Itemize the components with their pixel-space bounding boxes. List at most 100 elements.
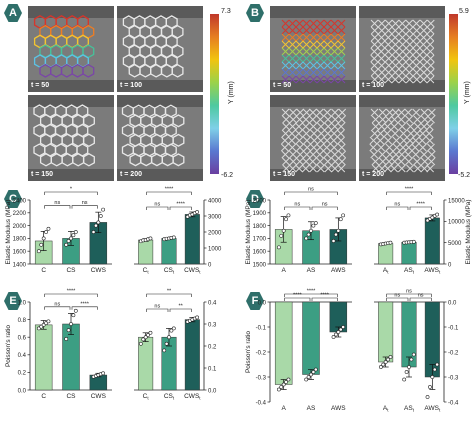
data-point [386, 357, 390, 362]
significance-bracket [146, 308, 169, 312]
lattice-cell [384, 26, 393, 35]
lattice-cell [309, 122, 318, 131]
colorbar-b-title: Y (mm) [464, 81, 471, 104]
lattice-cell [384, 54, 393, 63]
lattice-cell [281, 108, 290, 117]
lattice-cell [377, 47, 386, 56]
lattice-cell [330, 129, 338, 138]
y-tick-label: -0.4 [256, 400, 267, 406]
lattice-cell [398, 75, 407, 84]
photo-a-1: t = 50 [28, 6, 114, 92]
bar [378, 243, 394, 265]
y-tick-label: -0.1 [256, 325, 267, 331]
lattice-cell [337, 164, 346, 173]
data-point [162, 237, 167, 242]
lattice-cell [281, 54, 290, 63]
bar [161, 238, 177, 265]
lattice-cell [310, 129, 318, 138]
significance-bracket [146, 191, 192, 195]
lattice-cell [370, 75, 379, 84]
significance-label: **** [80, 301, 89, 307]
colorbar-a-max: 7.3 [221, 8, 231, 15]
data-point [409, 357, 414, 362]
lattice-cell [281, 61, 290, 70]
lattice-cell [369, 143, 378, 152]
lattice-cell [405, 54, 414, 63]
significance-label: ns [394, 202, 400, 208]
significance-label: **** [293, 293, 302, 299]
lattice-cell [309, 75, 318, 84]
lattice-cell [288, 164, 297, 173]
lattice-cell [398, 26, 407, 35]
category-subscript: t [199, 396, 201, 401]
y-tick-label: -0.3 [448, 375, 459, 381]
data-point [381, 242, 386, 246]
lattice-cell [406, 129, 415, 138]
significance-label: ns [154, 202, 160, 208]
lattice-cell [384, 61, 393, 70]
significance-label: ** [167, 289, 172, 295]
hex-cell [82, 153, 95, 167]
y-tick-label: -0.2 [256, 350, 267, 356]
lattice-cell [384, 40, 393, 49]
significance-bracket [386, 293, 432, 297]
y-axis-label: Elastic Modulus (MPa) [5, 199, 12, 264]
lattice-cell [282, 115, 290, 124]
lattice-cell [323, 61, 332, 70]
photo-background [117, 6, 203, 92]
data-point [411, 352, 416, 357]
hex-cell [171, 24, 184, 39]
photo-a-3: t = 150 [28, 95, 114, 181]
lattice-cell [288, 54, 297, 63]
data-point [404, 240, 409, 245]
data-point [341, 325, 346, 329]
photo-a-4: t = 200 [117, 95, 203, 181]
lattice-cell [398, 122, 406, 131]
lattice-cell [398, 33, 407, 42]
data-point [96, 220, 101, 225]
lattice-cell [391, 75, 400, 84]
panel-label-e: E [4, 292, 22, 310]
lattice-cell [383, 122, 392, 131]
category-label: Ct [143, 267, 150, 275]
lattice-cell [412, 40, 421, 49]
significance-label: ns [406, 289, 412, 295]
category-subscript: t [439, 408, 441, 413]
lattice-cell [426, 164, 434, 173]
lattice-cell [384, 115, 393, 124]
chart-d-right: 0 5000 10000 15000 Elastic Modulus (MPa) At AS… [374, 187, 472, 275]
lattice-cell [316, 75, 325, 84]
lattice-cell [426, 68, 435, 77]
y-tick-label: 1800 [13, 237, 27, 243]
significance-bracket [146, 293, 192, 297]
bar [274, 229, 293, 265]
y-tick-label: -0.3 [256, 375, 267, 381]
data-point [98, 372, 103, 377]
lattice-cell [329, 136, 338, 145]
lattice-cell [330, 40, 339, 49]
data-point [143, 335, 148, 340]
lattice-cell [302, 19, 311, 28]
y-tick-label: 5000 [448, 241, 462, 247]
significance-label: **** [320, 293, 329, 299]
data-point [44, 321, 48, 326]
data-point [402, 377, 407, 382]
lattice-cell [281, 150, 290, 159]
category-label: C [41, 393, 46, 400]
photo-b-1: t = 50 [270, 6, 356, 92]
significance-label: **** [307, 289, 316, 295]
lattice-cell [377, 33, 386, 42]
hex-cell [82, 63, 95, 78]
category-label: CSt [164, 393, 175, 401]
lattice-cell [398, 40, 407, 49]
lattice-cell [337, 26, 346, 35]
y-tick-label: 2000 [208, 230, 222, 236]
category-subscript: t [387, 270, 389, 275]
significance-label: * [70, 187, 73, 193]
category-subscript: t [199, 270, 201, 275]
lattice-cell [420, 122, 428, 131]
data-point [306, 232, 311, 237]
photo-background [28, 95, 114, 181]
category-label: AWS [331, 267, 346, 274]
